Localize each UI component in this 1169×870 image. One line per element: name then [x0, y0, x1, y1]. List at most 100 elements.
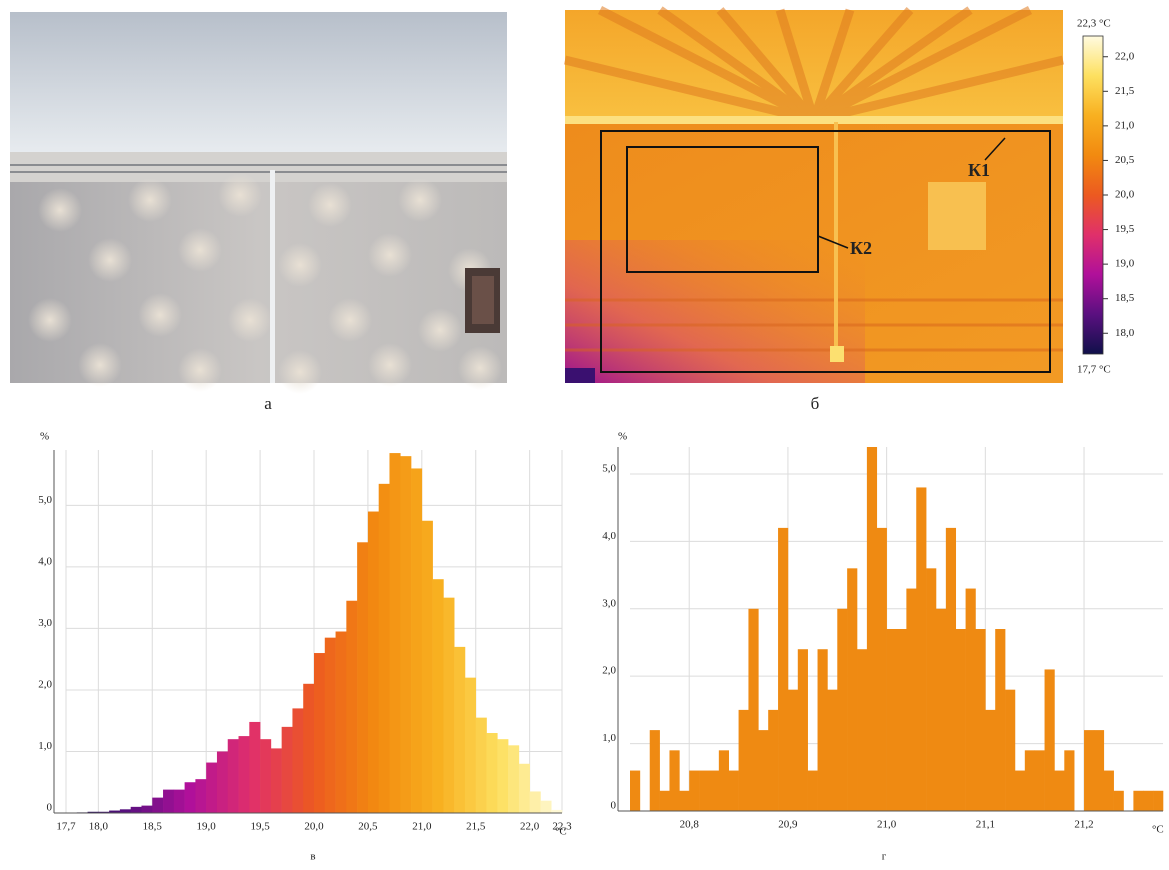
x-tick-label: 22,3	[552, 821, 572, 833]
bar	[807, 770, 818, 811]
bar	[876, 527, 887, 811]
bar	[130, 806, 142, 813]
x-tick-label: 20,8	[680, 819, 700, 831]
bar	[649, 730, 660, 811]
bar	[314, 653, 326, 813]
bar	[1014, 770, 1026, 811]
bar	[1113, 790, 1124, 811]
x-tick-label: 20,9	[778, 819, 798, 831]
x-tick-label: 22,0	[520, 821, 540, 833]
bar	[699, 770, 710, 811]
panel-caption: а	[264, 394, 272, 413]
bar	[787, 689, 799, 811]
bar	[497, 739, 509, 813]
bar	[975, 629, 986, 811]
bar	[389, 453, 401, 813]
y-tick-label: 2,0	[602, 665, 616, 677]
x-tick-label: 21,0	[412, 821, 432, 833]
bar	[152, 797, 164, 813]
bar	[857, 649, 868, 811]
bar	[935, 608, 947, 811]
scale-tick-label: 21,5	[1115, 85, 1135, 97]
bar	[303, 683, 315, 813]
bar	[1153, 790, 1164, 811]
scale-max-label: 22,3 °C	[1077, 18, 1111, 30]
bar	[659, 790, 670, 811]
bar	[173, 789, 185, 813]
bar	[227, 739, 239, 813]
bar	[1143, 790, 1154, 811]
thermal-image	[563, 5, 1065, 383]
bar	[1133, 790, 1144, 811]
bar	[916, 487, 927, 811]
scale-tick-label: 21,0	[1115, 119, 1135, 131]
bar	[87, 811, 99, 813]
y-tick-label: 5,0	[38, 494, 52, 506]
bar	[837, 608, 848, 811]
scale-min-label: 17,7 °C	[1077, 364, 1111, 376]
x-tick-label: 17,7	[56, 821, 76, 833]
bar	[827, 689, 838, 811]
bar	[206, 762, 218, 813]
y-tick-label: 0	[611, 800, 617, 812]
x-tick-label: 19,5	[250, 821, 270, 833]
bar	[1093, 730, 1105, 811]
bar	[324, 637, 336, 813]
x-tick-label: 18,5	[143, 821, 163, 833]
bar	[1024, 750, 1035, 811]
bar	[346, 600, 358, 813]
bar	[926, 568, 937, 811]
bar	[817, 649, 828, 811]
histogram: 0 1,0 2,0 3,0 4,0 5,0 17,7 18,0 18,5 19,0 19,5 20,0…	[38, 431, 572, 863]
y-unit: %	[618, 431, 627, 443]
bar	[669, 750, 680, 811]
bar	[1054, 770, 1065, 811]
bar	[98, 811, 110, 813]
y-tick-label: 2,0	[38, 678, 52, 690]
bar	[281, 726, 293, 813]
bar	[411, 468, 423, 813]
bar	[679, 790, 690, 811]
bar	[728, 770, 739, 811]
color-bar	[1082, 35, 1104, 355]
y-unit: %	[40, 431, 49, 443]
room-photo	[10, 12, 507, 394]
bar	[886, 629, 897, 811]
y-tick-label: 1,0	[38, 740, 52, 752]
scale-tick-label: 18,5	[1115, 292, 1135, 304]
x-tick-label: 21,0	[877, 819, 897, 831]
bar	[689, 770, 700, 811]
bar	[508, 745, 520, 813]
bar	[195, 779, 207, 813]
bar	[378, 483, 390, 813]
bar	[847, 568, 858, 811]
color-scale: 18,0 18,5 19,0 19,5 20,0 20,5 21,0 21,5 22,0 22,3…	[1077, 18, 1135, 376]
bar	[630, 770, 641, 811]
x-unit: °C	[555, 826, 567, 838]
bar	[540, 800, 552, 813]
bar	[249, 721, 261, 813]
bar	[119, 809, 131, 813]
bar	[216, 751, 229, 813]
bar	[357, 542, 369, 813]
bar	[708, 770, 720, 811]
scale-tick-label: 22,0	[1115, 50, 1135, 62]
bar	[797, 649, 808, 811]
y-tick-label: 5,0	[602, 462, 616, 474]
bar	[778, 527, 789, 811]
scale-tick-label: 19,5	[1115, 223, 1135, 235]
bar	[443, 597, 455, 813]
bar	[367, 511, 379, 813]
bar	[945, 527, 957, 811]
bar	[464, 677, 477, 813]
bar	[184, 782, 196, 813]
bar	[335, 631, 347, 813]
y-tick-label: 3,0	[38, 617, 52, 629]
bar	[400, 456, 412, 813]
x-tick-label: 21,2	[1074, 819, 1093, 831]
bar	[486, 733, 498, 813]
bar	[738, 709, 749, 811]
y-tick-label: 3,0	[602, 597, 616, 609]
bar	[866, 447, 878, 811]
